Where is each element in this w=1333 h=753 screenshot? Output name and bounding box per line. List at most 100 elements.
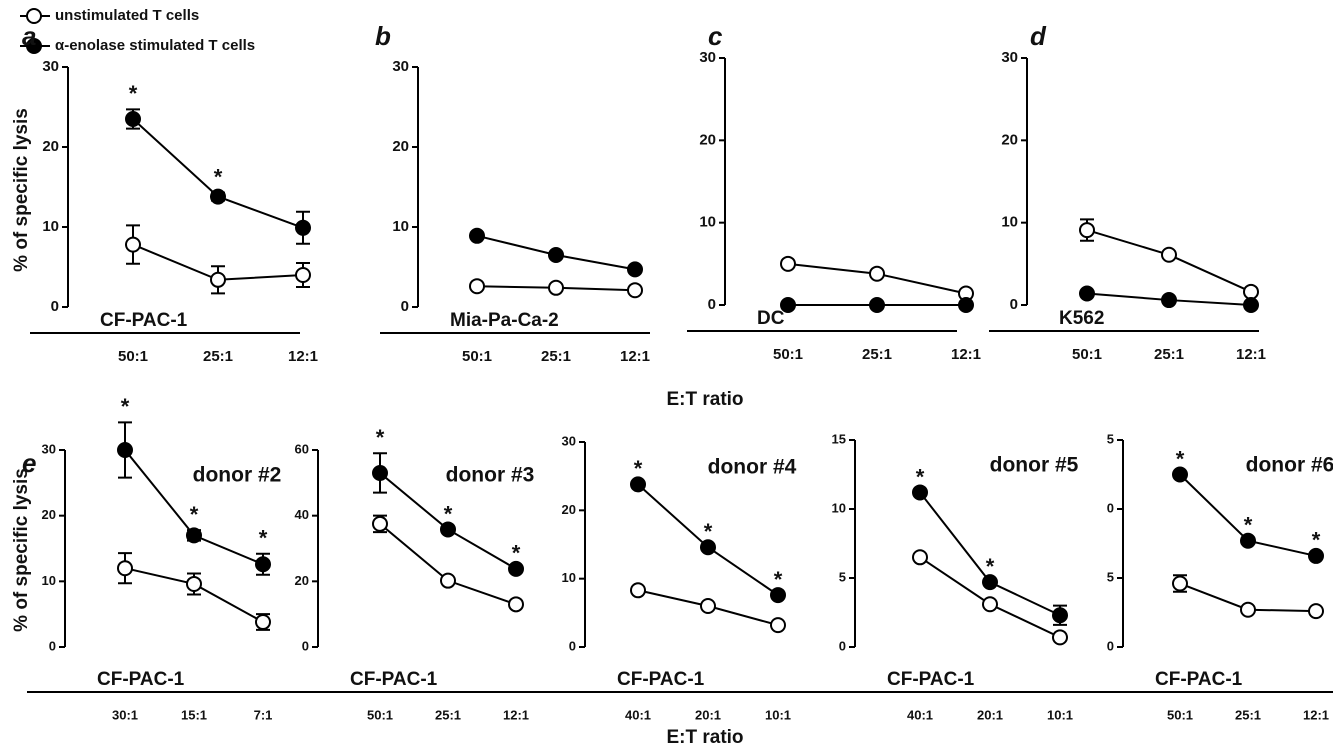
significance-star: * bbox=[634, 456, 643, 481]
cell-line-label: CF-PAC-1 bbox=[887, 669, 975, 690]
y-tick-label: 10 bbox=[699, 214, 716, 231]
panel-letter: a bbox=[22, 21, 36, 51]
y-tick-label: 0 bbox=[51, 298, 59, 315]
x-axis-label: E:T ratio bbox=[666, 727, 743, 748]
data-point bbox=[469, 227, 485, 244]
significance-star: * bbox=[916, 464, 925, 489]
y-tick-label: 20 bbox=[295, 573, 309, 588]
significance-star: * bbox=[259, 526, 268, 551]
x-tick-label: 12:1 bbox=[288, 348, 318, 365]
panel-title: donor #5 bbox=[990, 454, 1079, 477]
y-tick-label: 10 bbox=[562, 570, 576, 585]
cell-line-label: CF-PAC-1 bbox=[1155, 669, 1243, 690]
data-point bbox=[1161, 246, 1177, 263]
data-point bbox=[780, 297, 796, 313]
cell-line-label: DC bbox=[757, 308, 785, 329]
y-tick-label: 10 bbox=[832, 500, 846, 515]
data-point bbox=[982, 574, 998, 591]
data-point bbox=[982, 596, 998, 613]
data-point bbox=[627, 282, 643, 299]
y-tick-label: 0 bbox=[49, 638, 56, 653]
data-point bbox=[1052, 607, 1068, 624]
y-tick-label: 20 bbox=[1001, 131, 1018, 148]
data-point bbox=[1240, 601, 1256, 618]
x-tick-label: 25:1 bbox=[541, 348, 571, 365]
y-tick-label: 0 bbox=[839, 638, 846, 653]
data-point bbox=[440, 521, 456, 538]
y-tick-label: 20 bbox=[562, 502, 576, 517]
y-tick-label: 60 bbox=[295, 441, 309, 456]
cell-line-label: CF-PAC-1 bbox=[617, 669, 705, 690]
data-point bbox=[770, 587, 786, 604]
x-tick-label: 25:1 bbox=[1154, 346, 1184, 363]
data-point bbox=[869, 265, 885, 282]
y-tick-label: 20 bbox=[699, 131, 716, 148]
y-tick-label: 5 bbox=[1107, 431, 1114, 446]
data-point bbox=[295, 267, 311, 283]
data-point bbox=[1308, 547, 1324, 564]
significance-star: * bbox=[1244, 513, 1253, 538]
x-tick-label: 20:1 bbox=[695, 707, 721, 722]
legend-label: α-enolase stimulated T cells bbox=[55, 37, 255, 54]
data-point bbox=[1079, 285, 1095, 302]
legend-label: unstimulated T cells bbox=[55, 7, 199, 24]
data-point bbox=[912, 549, 928, 566]
data-point bbox=[700, 598, 716, 614]
y-tick-label: 0 bbox=[302, 638, 309, 653]
y-tick-label: 20 bbox=[42, 507, 56, 522]
y-tick-label: 30 bbox=[562, 433, 576, 448]
x-tick-label: 15:1 bbox=[181, 707, 207, 722]
significance-star: * bbox=[129, 81, 138, 106]
data-point bbox=[186, 575, 202, 592]
data-point bbox=[1172, 466, 1188, 483]
y-tick-label: 30 bbox=[42, 58, 59, 75]
cell-line-label: CF-PAC-1 bbox=[97, 669, 185, 690]
data-point bbox=[125, 236, 141, 253]
x-tick-label: 25:1 bbox=[1235, 707, 1261, 722]
x-tick-label: 12:1 bbox=[951, 346, 981, 363]
panel-title: donor #4 bbox=[708, 456, 797, 479]
y-tick-label: 20 bbox=[42, 138, 59, 155]
x-tick-label: 10:1 bbox=[765, 707, 791, 722]
x-axis-label: E:T ratio bbox=[666, 389, 743, 410]
x-tick-label: 20:1 bbox=[977, 707, 1003, 722]
x-tick-label: 12:1 bbox=[1303, 707, 1329, 722]
significance-star: * bbox=[121, 394, 130, 419]
y-tick-label: 30 bbox=[392, 58, 409, 75]
data-point bbox=[469, 278, 485, 295]
data-point bbox=[255, 556, 271, 573]
data-point bbox=[548, 247, 564, 263]
data-point bbox=[1172, 575, 1188, 592]
data-point bbox=[700, 539, 716, 556]
data-point bbox=[117, 560, 133, 577]
x-tick-label: 25:1 bbox=[203, 348, 233, 365]
x-tick-label: 25:1 bbox=[435, 707, 461, 722]
data-point bbox=[255, 614, 271, 631]
data-point bbox=[125, 111, 141, 127]
significance-star: * bbox=[376, 425, 385, 450]
cell-line-label: Mia-Pa-Ca-2 bbox=[450, 310, 559, 331]
x-tick-label: 50:1 bbox=[1167, 707, 1193, 722]
legend-marker bbox=[26, 8, 42, 24]
data-point bbox=[770, 617, 786, 634]
data-point bbox=[117, 442, 133, 458]
data-point bbox=[1308, 603, 1324, 620]
data-point bbox=[780, 255, 796, 272]
panel-letter: b bbox=[375, 21, 391, 51]
panel-letter: e bbox=[22, 448, 36, 478]
panel-title: donor #6 bbox=[1246, 454, 1333, 477]
y-tick-label: 0 bbox=[1010, 296, 1018, 313]
x-tick-label: 50:1 bbox=[118, 348, 148, 365]
y-tick-label: 5 bbox=[839, 569, 846, 584]
cell-line-label: K562 bbox=[1059, 308, 1104, 329]
significance-star: * bbox=[214, 164, 223, 189]
y-tick-label: 30 bbox=[42, 441, 56, 456]
data-point bbox=[630, 582, 646, 599]
data-point bbox=[372, 464, 388, 481]
y-tick-label: 10 bbox=[1001, 214, 1018, 231]
data-point bbox=[210, 188, 226, 205]
y-tick-label: 30 bbox=[1001, 49, 1018, 66]
data-point bbox=[210, 271, 226, 288]
y-tick-label: 0 bbox=[708, 296, 716, 313]
